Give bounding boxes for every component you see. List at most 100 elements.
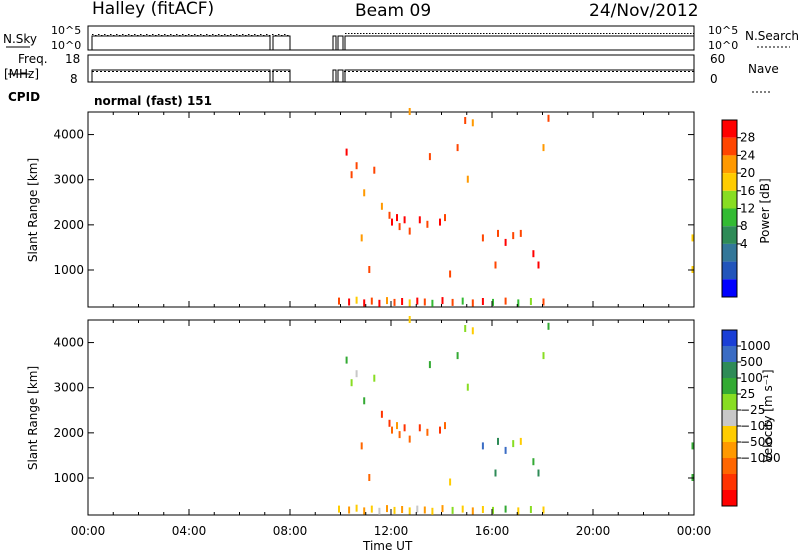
nave-dot: [648, 71, 650, 72]
nsearch-dot: [402, 33, 404, 34]
nsearch-dot: [609, 33, 611, 34]
nave-dot: [388, 71, 390, 72]
y-tick-label: 3000: [53, 381, 84, 395]
nsearch-dot: [621, 33, 623, 34]
colorbar-segment: [722, 378, 737, 394]
nsearch-dot: [546, 33, 548, 34]
colorbar-tick-label: 24: [740, 148, 755, 162]
nsearch-dot: [128, 34, 130, 35]
data-point: [471, 507, 474, 515]
nsearch-dot: [281, 35, 283, 36]
nave-dot: [200, 71, 202, 72]
nsearch-dot: [176, 34, 178, 35]
data-point: [338, 297, 340, 305]
nsearch-dot: [239, 35, 241, 36]
nave-dot: [232, 71, 234, 72]
colorbar-tick-label: −25: [740, 403, 765, 417]
data-point: [416, 505, 419, 513]
data-point: [471, 119, 474, 127]
velocity-data-points: [338, 316, 694, 515]
station-title: Halley (fitACF): [92, 0, 215, 19]
nsearch-dot: [504, 33, 506, 34]
nsearch-dot: [143, 35, 145, 36]
data-point: [418, 424, 421, 432]
data-point: [380, 202, 383, 210]
nave-dot: [456, 71, 458, 72]
nsearch-dot: [486, 33, 488, 34]
nsearch-dot: [678, 33, 680, 34]
x-axis-title: Time UT: [363, 539, 413, 553]
nave-label: Nave: [748, 62, 779, 76]
data-point: [497, 229, 499, 237]
nsearch-dot: [567, 33, 569, 34]
nave-dot: [184, 71, 186, 72]
data-point: [529, 506, 532, 513]
nsearch-dot: [197, 35, 199, 36]
nsky-label: N.Sky: [3, 32, 38, 46]
data-point: [504, 238, 507, 246]
velocity-plot-frame: [87, 319, 695, 516]
data-point: [396, 422, 398, 430]
nave-dot: [352, 71, 354, 72]
nsearch-dot: [531, 33, 533, 34]
data-point: [441, 505, 444, 513]
nsearch-dot: [564, 33, 566, 34]
nsearch-dot: [639, 33, 641, 34]
nave-dot: [196, 71, 198, 72]
nave-dot: [248, 71, 250, 72]
data-point: [504, 505, 507, 513]
nave-dot: [680, 71, 682, 72]
nsearch-dot: [393, 33, 395, 34]
nave-dot: [252, 71, 254, 72]
nave-dot: [448, 71, 450, 72]
data-point: [363, 299, 366, 307]
nave-dot: [192, 71, 194, 72]
nave-dot: [464, 71, 466, 72]
nave-dot: [152, 71, 154, 72]
y-tick-label: 4000: [53, 336, 84, 350]
data-point: [386, 505, 388, 513]
nave-dot: [608, 71, 610, 72]
nsearch-dot: [681, 33, 683, 34]
data-point: [542, 352, 545, 360]
nave-dot: [220, 71, 222, 72]
x-tick-label: 08:00: [273, 524, 308, 538]
nsearch-dot: [390, 33, 392, 34]
nave-dot: [540, 71, 542, 72]
nave-dot: [276, 71, 278, 72]
nsearch-dot: [254, 34, 256, 35]
nsearch-dot: [660, 33, 662, 34]
nsearch-dot: [164, 34, 166, 35]
nave-dot: [672, 71, 674, 72]
data-point: [451, 506, 454, 514]
nsearch-dot: [534, 33, 536, 34]
nave-dot: [160, 71, 162, 72]
data-point: [426, 428, 429, 436]
nave-dot: [560, 71, 562, 72]
nsearch-dot: [399, 33, 401, 34]
data-point: [466, 175, 469, 183]
nave-dot: [108, 71, 110, 72]
nsearch-dot: [230, 34, 232, 35]
nsearch-dot: [426, 33, 428, 34]
nave-dot: [684, 71, 686, 72]
nsearch-dot: [155, 35, 157, 36]
velocity-colorbar: 1000 500 100 25 −25 −100 −500 −1000: [721, 329, 781, 507]
nsearch-dot: [456, 33, 458, 34]
data-point: [494, 261, 497, 269]
nave-dot: [528, 71, 530, 72]
nsearch-dot: [161, 35, 163, 36]
nsearch-dot: [101, 35, 103, 36]
nave-dot: [164, 71, 166, 72]
freq-tick-top: 18: [65, 52, 81, 66]
nsearch-dot: [618, 33, 620, 34]
data-point: [398, 223, 401, 231]
nsearch-dot: [242, 34, 244, 35]
nsearch-dot: [693, 33, 695, 34]
nsearch-dot: [405, 33, 407, 34]
nsearch-dot: [366, 33, 368, 34]
nsearch-dot: [441, 33, 443, 34]
nave-dot: [208, 71, 210, 72]
date-title: 24/Nov/2012: [589, 1, 699, 21]
nsearch-dot: [411, 33, 413, 34]
